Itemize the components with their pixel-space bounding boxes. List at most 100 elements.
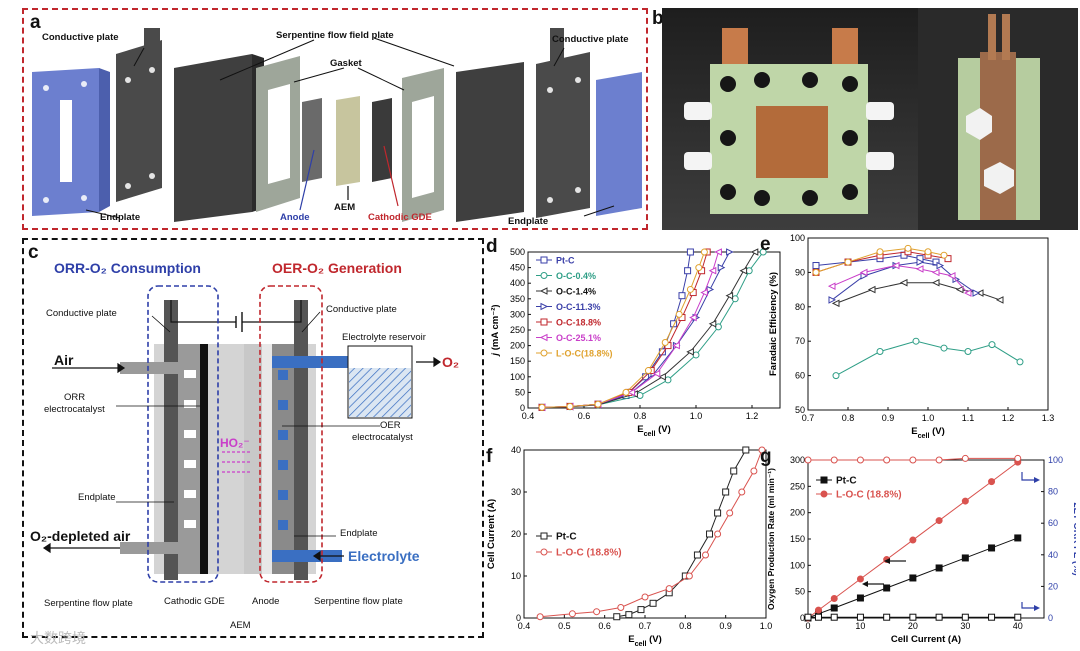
data-point [722, 488, 730, 496]
x-tick-label: 0.4 [522, 411, 535, 421]
label-oer-catalyst-line2: electrocatalyst [352, 432, 413, 443]
x-tick-label: 1.0 [922, 413, 935, 423]
label-o2: O₂ [442, 354, 460, 370]
y-tick-label: 100 [790, 560, 805, 570]
series-1 [832, 337, 1024, 380]
data-point [827, 282, 836, 290]
y2-tick-label: 40 [1048, 550, 1058, 560]
data-point [664, 376, 672, 384]
y-tick-label: 450 [510, 263, 525, 273]
data-point [665, 585, 673, 593]
y-tick-label: 100 [790, 233, 805, 243]
data-point [940, 251, 948, 259]
legend-label: L-O-C (18.8%) [556, 548, 622, 559]
data-point [1014, 534, 1022, 542]
legend-label: Pt-C [556, 532, 577, 543]
data-point [944, 255, 952, 263]
legend-label: O-C-25.1% [556, 333, 601, 343]
x-tick-label: 0.5 [558, 621, 571, 631]
data-point [1014, 613, 1022, 621]
data-point [909, 536, 917, 544]
data-point [828, 296, 837, 304]
data-point [856, 575, 864, 583]
x-axis-label: Ecell (V) [628, 634, 662, 648]
data-point [876, 248, 884, 256]
y-tick-label: 400 [510, 278, 525, 288]
panel-b-label: b [652, 8, 664, 29]
legend-label: O-C-1.4% [556, 287, 596, 297]
label-oer-catalyst-line1: OER [380, 420, 401, 431]
data-point [972, 289, 981, 297]
data-point [684, 267, 692, 275]
axis-arrow-right-head [1034, 477, 1040, 483]
data-point [686, 348, 694, 356]
data-point [636, 392, 644, 400]
y-tick-label: 50 [795, 405, 805, 415]
data-point [538, 403, 546, 411]
x-tick-label: 1.1 [962, 413, 975, 423]
data-point [814, 606, 822, 614]
data-point [856, 613, 864, 621]
legend-label: O-C-11.3% [556, 302, 601, 312]
x-tick-label: 0.6 [578, 411, 591, 421]
legend-marker [540, 318, 548, 326]
data-point [731, 295, 739, 303]
callout-conductive-plate-right: Conductive plate [552, 34, 629, 45]
data-point [915, 265, 924, 273]
data-point [936, 261, 945, 270]
label-orr-catalyst-line2: electrocatalyst [44, 404, 105, 415]
data-point [702, 551, 709, 559]
data-point [739, 266, 748, 275]
data-point [726, 248, 734, 256]
data-point [689, 313, 697, 322]
data-point [931, 278, 940, 287]
data-point [637, 606, 645, 614]
legend-label: L-O-C(18.8%) [556, 349, 613, 359]
y-tick-label: 250 [790, 481, 805, 491]
x-tick-label: 0.8 [634, 411, 647, 421]
data-point [625, 611, 633, 619]
data-point [670, 320, 678, 328]
y-tick-label: 30 [511, 487, 521, 497]
data-point [613, 613, 621, 621]
panel-d-label: d [486, 236, 498, 257]
data-point [675, 310, 683, 318]
data-point [947, 272, 956, 280]
data-point [988, 613, 996, 621]
data-point [652, 369, 661, 378]
data-point [899, 278, 908, 287]
x-tick-label: 0.7 [802, 413, 815, 423]
y-tick-label: 40 [511, 445, 521, 455]
legend-label: L-O-C (18.8%) [836, 490, 902, 501]
y-tick-label: 200 [790, 508, 805, 518]
label-cathodic-gde: Cathodic GDE [164, 596, 225, 607]
data-point [812, 262, 820, 270]
data-point [700, 288, 708, 297]
series-line [808, 457, 1018, 461]
data-point [912, 337, 920, 345]
x-axis-label: Cell Current (A) [891, 634, 961, 645]
series-line [807, 461, 1019, 619]
data-point [830, 613, 838, 621]
data-point [661, 338, 669, 346]
label-orr-catalyst-line1: ORR [64, 392, 86, 403]
series-5 [827, 261, 972, 297]
legend-marker [540, 272, 548, 279]
data-point [830, 604, 838, 612]
data-point [963, 289, 972, 297]
series-6 [812, 244, 948, 276]
label-anode: Anode [252, 596, 280, 607]
data-point [706, 530, 714, 538]
label-electrolyte-reservoir: Electrolyte reservoir [342, 332, 426, 343]
data-point [617, 604, 625, 611]
data-point [883, 584, 891, 592]
y-axis-label: Faradaic Efficiency (%) [768, 272, 779, 376]
y-tick-label: 80 [795, 302, 805, 312]
x-tick-label: 0.9 [719, 621, 732, 631]
panel-e: e 0.7 0.8 0.9 1.0 1.1 1.2 1.3 50 60 70 80 90 100 Ecel… [760, 230, 1076, 440]
y-tick-label: 50 [795, 587, 805, 597]
x-tick-label: 1.0 [690, 411, 703, 421]
data-point [695, 264, 703, 272]
axis-arrow-right [1021, 472, 1034, 481]
callout-conductive-plate-left: Conductive plate [42, 32, 119, 43]
